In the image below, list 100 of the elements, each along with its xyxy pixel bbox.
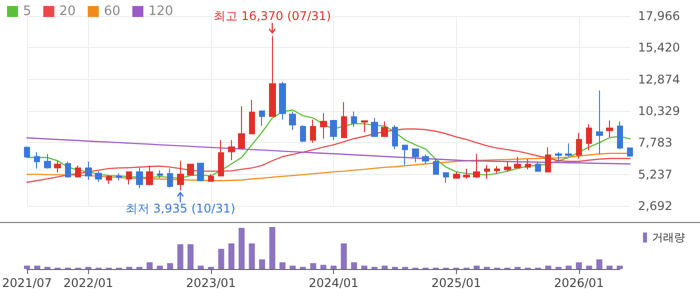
- candlestick: [453, 171, 460, 180]
- candlestick: [402, 144, 408, 166]
- bar: [586, 266, 592, 269]
- candlestick: [484, 164, 490, 180]
- candlestick: [392, 124, 398, 150]
- candlestick: [279, 81, 286, 120]
- candlestick: [320, 112, 327, 140]
- candlestick: [146, 164, 153, 186]
- bar: [361, 266, 368, 269]
- bar: [248, 243, 255, 269]
- bar: [290, 266, 296, 269]
- candlestick: [504, 161, 511, 172]
- candlestick: [443, 172, 449, 184]
- bar: [280, 262, 286, 269]
- candlestick: [238, 106, 245, 149]
- bar: [238, 228, 245, 269]
- bar: [576, 262, 582, 269]
- bar: [330, 266, 337, 269]
- candlestick: [289, 111, 296, 131]
- bar: [198, 266, 204, 269]
- bar: [177, 244, 184, 269]
- candlestick: [535, 161, 541, 172]
- candlestick: [433, 158, 439, 175]
- bar: [218, 248, 224, 269]
- x-tick-label: 2022/01: [63, 276, 114, 289]
- bar: [188, 244, 194, 269]
- y-tick-label: 2,692: [638, 199, 672, 213]
- bar: [146, 262, 153, 269]
- legend-label: 60: [104, 4, 120, 19]
- candlestick: [24, 146, 30, 158]
- candlestick: [494, 166, 500, 174]
- bar: [351, 262, 358, 269]
- candlestick: [177, 160, 184, 192]
- candlestick: [412, 148, 419, 163]
- candlestick: [157, 170, 163, 179]
- annotation: 최저 3,935 (10/31): [125, 202, 236, 216]
- bar: [382, 266, 388, 269]
- candlestick: [197, 162, 204, 182]
- candlestick: [269, 35, 276, 117]
- bar: [310, 263, 316, 269]
- candlestick: [85, 161, 92, 181]
- legend-label: 거래량: [652, 231, 685, 244]
- candlestick: [228, 140, 235, 161]
- candlestick: [545, 146, 551, 173]
- candlestick: [44, 154, 51, 170]
- candlestick: [249, 99, 255, 135]
- candlestick: [341, 102, 347, 138]
- bar: [606, 266, 613, 269]
- bar: [34, 266, 40, 269]
- candlestick: [555, 152, 562, 164]
- candlestick: [351, 111, 357, 128]
- y-tick-label: 17,966: [638, 9, 680, 23]
- candlestick: [95, 170, 102, 182]
- candlestick: [525, 158, 531, 170]
- x-tick-label: 2026/01: [554, 276, 604, 289]
- bar: [24, 266, 30, 269]
- y-tick-label: 15,420: [638, 40, 680, 55]
- candlestick: [310, 119, 316, 144]
- candlestick: [514, 156, 521, 168]
- candlestick: [116, 172, 122, 182]
- bar: [320, 264, 326, 269]
- y-tick-label: 5,237: [638, 167, 672, 182]
- x-tick-label: 2023/01: [186, 276, 236, 289]
- bar: [340, 243, 347, 269]
- y-tick-label: 12,874: [638, 72, 680, 86]
- candlestick: [126, 171, 132, 186]
- candlestick: [565, 142, 572, 158]
- legend-label: 5: [23, 4, 32, 19]
- x-tick-label: 2021/07: [2, 276, 52, 289]
- candlestick: [606, 120, 613, 138]
- bar: [228, 243, 234, 269]
- candlestick: [586, 124, 592, 151]
- bar: [596, 259, 602, 269]
- candlestick: [576, 132, 582, 160]
- candlestick: [371, 117, 378, 138]
- candlestick: [617, 120, 623, 150]
- candlestick: [381, 120, 388, 138]
- candlestick: [463, 168, 470, 180]
- candlestick: [596, 90, 603, 155]
- bar: [156, 266, 163, 269]
- candlestick: [187, 164, 194, 176]
- bar: [566, 266, 572, 269]
- bar: [269, 227, 276, 269]
- candlestick: [300, 124, 306, 143]
- y-tick-label: 7,783: [638, 136, 672, 150]
- bar: [616, 266, 623, 269]
- annotation: 최고 16,370 (07/31): [214, 8, 332, 23]
- candlestick: [54, 160, 61, 173]
- candlestick: [361, 120, 368, 133]
- line-series: [26, 128, 631, 183]
- candlestick: [218, 140, 224, 176]
- line-series: [26, 109, 631, 179]
- candlestick: [136, 167, 143, 189]
- bar: [545, 266, 552, 269]
- candlestick: [422, 154, 429, 164]
- candlestick: [65, 161, 71, 178]
- legend-label: 20: [59, 4, 76, 19]
- candlestick: [106, 174, 112, 184]
- line-series: [26, 137, 631, 164]
- candlestick: [167, 168, 173, 188]
